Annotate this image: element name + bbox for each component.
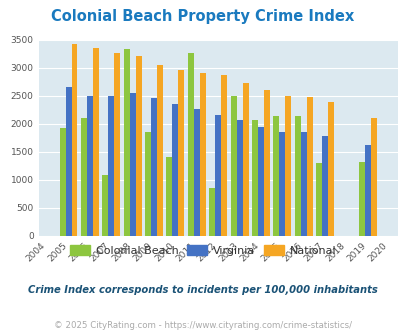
Bar [135, 56, 141, 236]
Text: © 2025 CityRating.com - https://www.cityrating.com/crime-statistics/: © 2025 CityRating.com - https://www.city… [54, 321, 351, 330]
Bar [193, 109, 199, 236]
Bar [285, 96, 291, 236]
Bar [178, 70, 184, 236]
Bar [327, 102, 333, 236]
Bar [71, 44, 77, 236]
Bar [102, 175, 108, 236]
Bar [257, 127, 263, 236]
Bar [124, 49, 129, 236]
Legend: Colonial Beach, Virginia, National: Colonial Beach, Virginia, National [65, 241, 340, 260]
Bar [65, 87, 71, 236]
Bar [81, 118, 87, 236]
Bar [129, 93, 135, 236]
Bar [166, 157, 172, 236]
Bar [114, 52, 120, 236]
Text: Colonial Beach Property Crime Index: Colonial Beach Property Crime Index [51, 9, 354, 24]
Bar [263, 89, 269, 236]
Bar [199, 73, 205, 236]
Bar [188, 53, 193, 236]
Bar [364, 145, 370, 236]
Bar [273, 116, 279, 236]
Bar [306, 97, 312, 236]
Bar [236, 120, 242, 236]
Bar [279, 132, 285, 236]
Bar [294, 116, 300, 236]
Bar [221, 75, 227, 236]
Bar [315, 163, 322, 236]
Bar [370, 117, 376, 236]
Bar [322, 136, 327, 236]
Bar [157, 65, 163, 236]
Bar [209, 188, 215, 236]
Bar [172, 104, 178, 236]
Bar [93, 48, 99, 236]
Bar [87, 96, 93, 236]
Text: Crime Index corresponds to incidents per 100,000 inhabitants: Crime Index corresponds to incidents per… [28, 285, 377, 295]
Bar [230, 96, 236, 236]
Bar [300, 132, 306, 236]
Bar [358, 162, 364, 236]
Bar [108, 96, 114, 236]
Bar [151, 98, 157, 236]
Bar [215, 115, 221, 236]
Bar [145, 132, 151, 236]
Bar [242, 83, 248, 236]
Bar [60, 128, 65, 236]
Bar [252, 120, 257, 236]
